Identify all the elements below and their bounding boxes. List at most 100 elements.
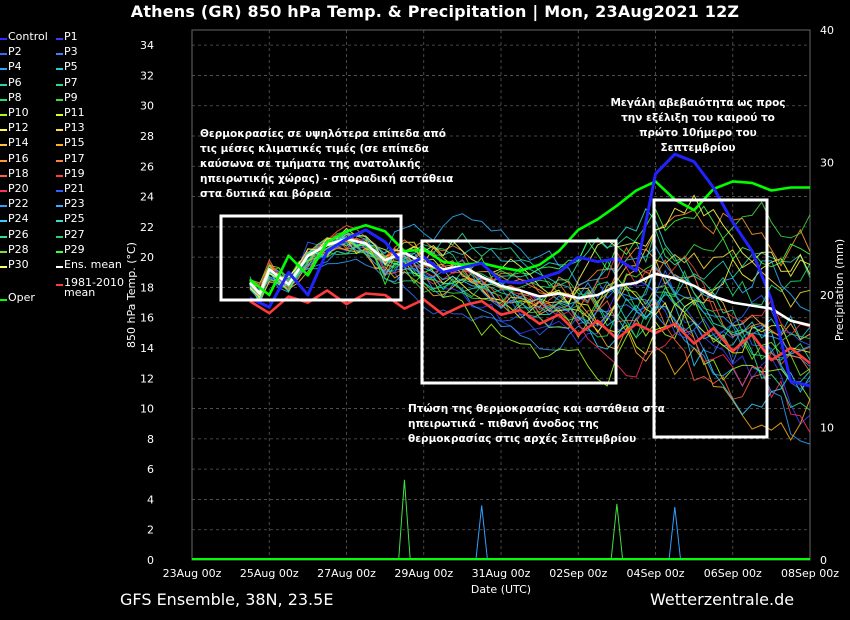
- legend-label: P9: [64, 90, 78, 104]
- y2-tick-label: 0: [820, 554, 827, 567]
- legend-swatch: [0, 129, 7, 132]
- legend-swatch: [56, 68, 63, 71]
- y-tick-label: 14: [140, 342, 154, 355]
- legend-label: P16: [8, 151, 29, 165]
- legend-swatch: [0, 299, 7, 302]
- legend-swatch: [0, 38, 7, 40]
- legend-label: Ens. mean: [64, 258, 122, 271]
- legend-label: P20: [8, 182, 29, 195]
- chart-title: Athens (GR) 850 hPa Temp. & Precipitatio…: [130, 2, 740, 21]
- legend-swatch: [56, 159, 63, 162]
- y-tick-label: 22: [140, 221, 154, 234]
- legend-swatch: [56, 114, 63, 116]
- legend-label: P24: [8, 212, 29, 226]
- series-line-control: [249, 152, 811, 388]
- legend-swatch: [0, 159, 7, 162]
- ensemble-member-line: [249, 258, 811, 445]
- y2-axis-label: Precipitation (mm): [833, 239, 846, 341]
- annotation-box: [652, 198, 769, 439]
- legend-swatch: [0, 190, 7, 192]
- legend-swatch: [56, 266, 63, 268]
- precipitation-spike: [668, 506, 682, 561]
- ensemble-member-line: [249, 224, 811, 400]
- x-tick-label: 31Aug 00z: [472, 567, 531, 580]
- y-tick-label: 30: [140, 100, 154, 113]
- legend-label: P2: [8, 45, 22, 59]
- legend-label: P3: [64, 45, 78, 59]
- legend-swatch: [56, 38, 63, 40]
- legend-swatch: [56, 190, 63, 192]
- y-tick-label: 12: [140, 372, 154, 385]
- legend-swatch: [56, 144, 63, 147]
- precipitation-spike: [475, 505, 488, 561]
- legend-label: Oper: [8, 291, 35, 305]
- legend-label: P8: [8, 90, 22, 104]
- x-tick-label: 06Sep 00z: [704, 567, 762, 580]
- y-tick-label: 8: [147, 433, 154, 446]
- source-credit: Wetterzentrale.de: [650, 590, 795, 609]
- grid-lines: [191, 30, 811, 561]
- x-tick-label: 29Aug 00z: [394, 567, 453, 580]
- legend-label: P5: [64, 60, 78, 74]
- x-axis-label: Date (UTC): [471, 583, 531, 596]
- legend-label: P25: [64, 212, 85, 226]
- x-tick-label: 25Aug 00z: [240, 567, 299, 580]
- legend-swatch: [0, 220, 7, 223]
- y-tick-label: 28: [140, 130, 154, 143]
- legend-label: P23: [64, 197, 85, 211]
- legend-label: P7: [64, 75, 78, 89]
- x-tick-label: 04Sep 00z: [627, 567, 685, 580]
- y2-tick-label: 40: [820, 24, 834, 37]
- legend-label: P11: [64, 106, 85, 119]
- legend-swatch: [56, 220, 63, 223]
- y2-tick-label: 20: [820, 289, 834, 302]
- legend-swatch: [0, 68, 7, 71]
- legend-swatch: [56, 53, 63, 56]
- legend-swatch: [56, 174, 63, 177]
- y-tick-label: 34: [140, 39, 154, 52]
- legend-swatch: [0, 98, 7, 101]
- legend-label: P12: [8, 121, 29, 135]
- legend-swatch: [0, 144, 7, 147]
- y2-tick-label: 10: [820, 422, 834, 435]
- precipitation-spike: [398, 479, 411, 561]
- legend-label: P26: [8, 227, 29, 241]
- legend-swatch: [0, 235, 7, 238]
- ensemble-member-line: [249, 244, 811, 361]
- annotation-text: Θερμοκρασίες σε υψηλότερα επίπεδα από τις…: [200, 128, 453, 200]
- annotation-text: Πτώση της θερμοκρασίας και αστάθεια στα η…: [408, 403, 665, 445]
- annotation-boxes: [219, 198, 769, 439]
- legend-label: P4: [8, 60, 22, 74]
- legend-label: Control: [8, 30, 48, 43]
- ensemble-member-line: [249, 213, 811, 312]
- legend-label: P6: [8, 75, 22, 89]
- annotation-box: [420, 239, 618, 385]
- legend-label: P17: [64, 151, 85, 165]
- legend-swatch: [56, 235, 63, 238]
- series-line-1981-2010-mean: [249, 289, 811, 365]
- legend-label: P18: [8, 166, 29, 180]
- legend-swatch: [56, 98, 63, 101]
- ensemble-member-line: [249, 242, 811, 416]
- legend-swatch: [0, 114, 7, 116]
- legend-label: 1981-2010 mean: [64, 276, 124, 300]
- y-axis-label: 850 hPa Temp. (°C): [125, 242, 138, 348]
- x-tick-label: 02Sep 00z: [549, 567, 607, 580]
- y-tick-label: 6: [147, 463, 154, 476]
- legend: Control P1 P2 P3 P4 P5 P6 P7 P8 P9 P10 P11 P12 P13 P14…: [0, 30, 130, 322]
- x-tick-label: 23Aug 00z: [163, 567, 222, 580]
- y-tick-label: 24: [140, 191, 154, 204]
- legend-label: P10: [8, 106, 29, 119]
- y-tick-label: 10: [140, 403, 154, 416]
- legend-label: P14: [8, 136, 29, 150]
- y-tick-label: 32: [140, 69, 154, 82]
- legend-label: P15: [64, 136, 85, 150]
- legend-label: P1: [64, 30, 78, 43]
- legend-swatch: [56, 250, 63, 253]
- y-tick-label: 4: [147, 493, 154, 506]
- legend-label: P28: [8, 242, 29, 256]
- series-line-oper: [249, 180, 810, 297]
- legend-swatch: [56, 205, 63, 208]
